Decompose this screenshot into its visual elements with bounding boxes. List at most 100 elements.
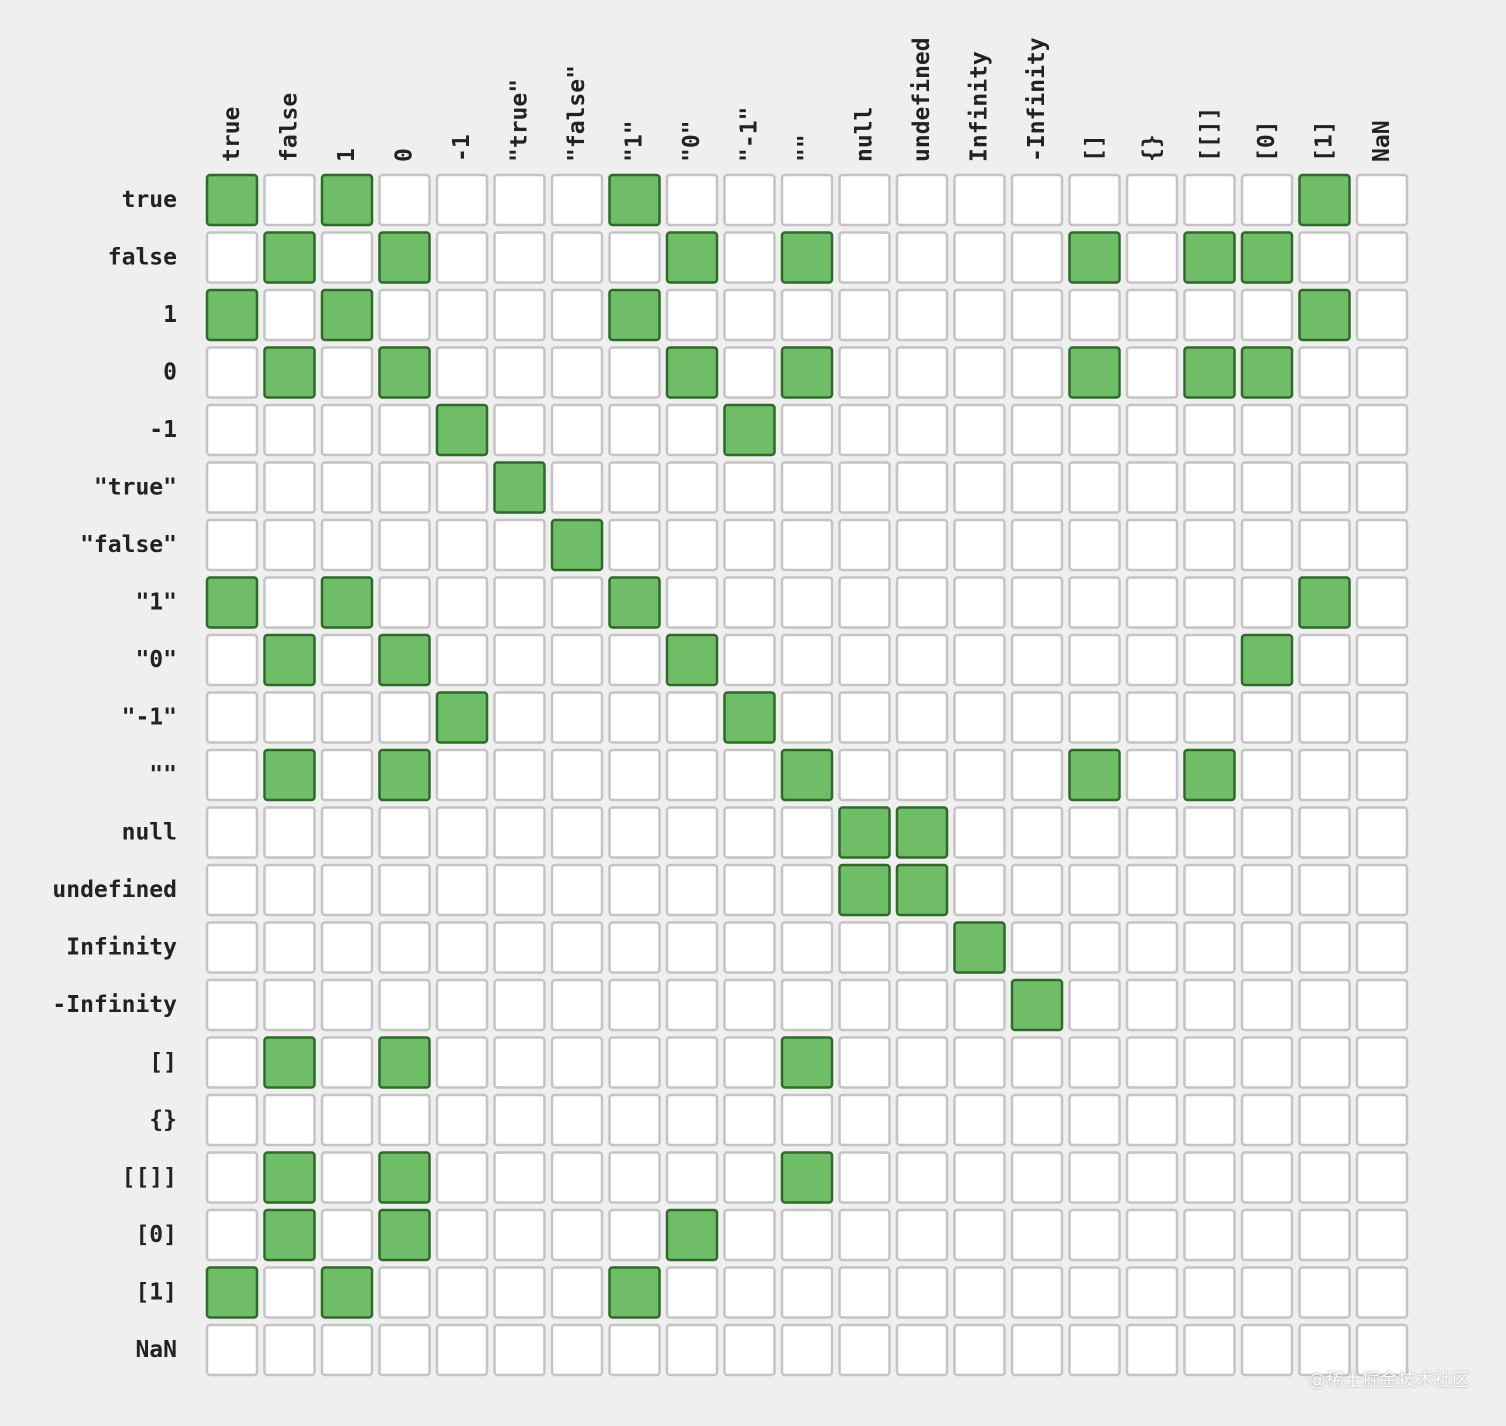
column-label-blank-16: {} (1139, 134, 1165, 162)
column-label-false-6: "false" (564, 65, 590, 162)
cell-empty-15-13 (953, 1036, 1006, 1089)
cell-empty-7-3 (378, 576, 431, 629)
cell-empty-13-12 (895, 921, 949, 974)
cell-empty-4-14 (1010, 403, 1064, 457)
cell-equal-12-11 (838, 863, 891, 917)
cell-equal-15-10 (780, 1036, 834, 1089)
cell-empty-6-11 (838, 518, 891, 572)
cell-empty-4-6 (550, 403, 604, 457)
cell-empty-20-3 (378, 1323, 431, 1377)
column-label-1-7: "1" (622, 120, 648, 162)
cell-empty-18-13 (953, 1208, 1006, 1262)
cell-empty-0-10 (780, 173, 834, 227)
cell-empty-6-4 (435, 518, 489, 572)
cell-empty-2-9 (723, 288, 776, 342)
column-label-1-19: [1] (1312, 120, 1338, 162)
cell-empty-12-4 (435, 863, 489, 917)
cell-empty-7-15 (1068, 576, 1121, 629)
cell-empty-4-20 (1355, 403, 1409, 457)
cell-empty-3-13 (953, 346, 1006, 399)
cell-empty-1-16 (1125, 231, 1179, 284)
cell-empty-20-18 (1240, 1323, 1294, 1377)
cell-empty-19-4 (435, 1266, 489, 1319)
cell-equal-17-3 (378, 1151, 431, 1204)
cell-empty-15-12 (895, 1036, 949, 1089)
cell-empty-11-10 (780, 806, 834, 859)
cell-empty-12-18 (1240, 863, 1294, 917)
cell-empty-8-2 (320, 633, 374, 687)
cell-empty-1-7 (608, 231, 661, 284)
cell-empty-4-15 (1068, 403, 1121, 457)
cell-empty-15-19 (1298, 1036, 1351, 1089)
cell-equal-1-18 (1240, 231, 1294, 284)
cell-equal-15-3 (378, 1036, 431, 1089)
column-label-true-0: true (219, 107, 245, 162)
cell-empty-3-9 (723, 346, 776, 399)
cell-empty-20-7 (608, 1323, 661, 1377)
cell-empty-5-6 (550, 461, 604, 514)
cell-empty-16-16 (1125, 1093, 1179, 1147)
cell-empty-6-7 (608, 518, 661, 572)
cell-empty-6-12 (895, 518, 949, 572)
row-label-1-9: "-1" (122, 705, 177, 731)
cell-empty-18-6 (550, 1208, 604, 1262)
cell-empty-4-18 (1240, 403, 1294, 457)
cell-empty-3-20 (1355, 346, 1409, 399)
cell-empty-18-19 (1298, 1208, 1351, 1262)
cell-equal-10-3 (378, 748, 431, 802)
cell-empty-10-19 (1298, 748, 1351, 802)
column-label-blank-10: "" (794, 134, 820, 162)
cell-equal-19-0 (205, 1266, 259, 1319)
cell-empty-12-7 (608, 863, 661, 917)
cell-empty-8-19 (1298, 633, 1351, 687)
cell-empty-5-9 (723, 461, 776, 514)
column-label-0-18: [0] (1254, 120, 1280, 162)
cell-empty-5-19 (1298, 461, 1351, 514)
cell-empty-9-12 (895, 691, 949, 744)
cell-empty-20-8 (665, 1323, 719, 1377)
cell-empty-13-17 (1183, 921, 1236, 974)
cell-empty-11-14 (1010, 806, 1064, 859)
cell-empty-0-1 (263, 173, 316, 227)
cell-empty-20-4 (435, 1323, 489, 1377)
cell-empty-16-13 (953, 1093, 1006, 1147)
row-label-undefined-12: undefined (52, 877, 177, 903)
cell-empty-2-10 (780, 288, 834, 342)
cell-empty-2-11 (838, 288, 891, 342)
cell-empty-9-10 (780, 691, 834, 744)
cell-equal-2-7 (608, 288, 661, 342)
cell-empty-13-19 (1298, 921, 1351, 974)
cell-equal-4-9 (723, 403, 776, 457)
cell-empty-7-8 (665, 576, 719, 629)
cell-empty-13-0 (205, 921, 259, 974)
cell-empty-18-4 (435, 1208, 489, 1262)
cell-empty-9-15 (1068, 691, 1121, 744)
cell-empty-12-20 (1355, 863, 1409, 917)
cell-empty-12-5 (493, 863, 546, 917)
cell-empty-6-1 (263, 518, 316, 572)
cell-empty-17-9 (723, 1151, 776, 1204)
cell-empty-20-0 (205, 1323, 259, 1377)
cell-empty-14-5 (493, 978, 546, 1032)
cell-empty-6-3 (378, 518, 431, 572)
cell-empty-16-20 (1355, 1093, 1409, 1147)
cell-empty-14-13 (953, 978, 1006, 1032)
cell-empty-17-4 (435, 1151, 489, 1204)
cell-empty-0-3 (378, 173, 431, 227)
cell-empty-11-13 (953, 806, 1006, 859)
cell-empty-13-18 (1240, 921, 1294, 974)
cell-empty-8-17 (1183, 633, 1236, 687)
cell-empty-18-11 (838, 1208, 891, 1262)
cell-empty-1-6 (550, 231, 604, 284)
cell-equal-6-6 (550, 518, 604, 572)
cell-empty-6-19 (1298, 518, 1351, 572)
cell-empty-4-7 (608, 403, 661, 457)
cell-empty-6-10 (780, 518, 834, 572)
cell-empty-9-13 (953, 691, 1006, 744)
cell-empty-14-18 (1240, 978, 1294, 1032)
cell-empty-12-8 (665, 863, 719, 917)
cell-empty-9-0 (205, 691, 259, 744)
cell-empty-19-16 (1125, 1266, 1179, 1319)
cell-empty-20-5 (493, 1323, 546, 1377)
